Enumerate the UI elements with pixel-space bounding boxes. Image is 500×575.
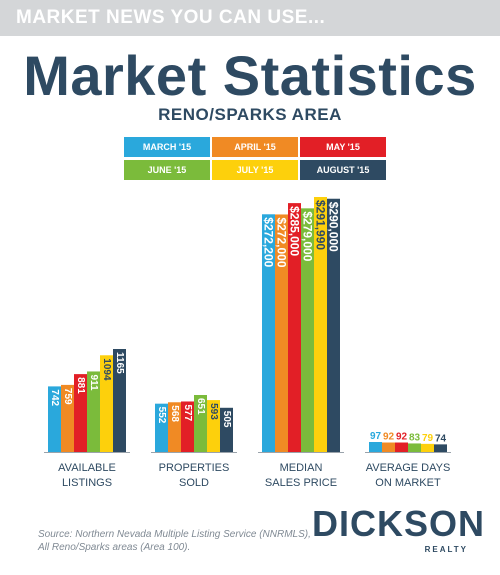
page-subtitle: RENO/SPARKS AREA	[158, 105, 342, 124]
bar-average-days-on-market-3	[408, 443, 421, 452]
bar-properties-sold-5	[220, 407, 233, 452]
banner-text: MARKET NEWS YOU CAN USE...	[16, 7, 326, 28]
realty-logo-subtext: REALTY	[424, 545, 468, 554]
value-label-properties-sold-4: 593	[208, 403, 219, 420]
bar-available-listings-5	[113, 349, 126, 452]
bar-median-sales-price-2	[288, 203, 301, 452]
value-label-median-sales-price-3: $279,000	[301, 211, 315, 261]
value-label-median-sales-price-0: $272,200	[262, 217, 276, 267]
bar-average-days-on-market-1	[382, 442, 395, 452]
value-label-properties-sold-1: 568	[169, 405, 180, 422]
source-note: Source: Northern Nevada Multiple Listing…	[38, 528, 311, 554]
value-label-properties-sold-0: 552	[156, 407, 167, 424]
bar-properties-sold-2	[181, 401, 194, 452]
page-title: Market Statistics	[23, 44, 477, 107]
bar-available-listings-0	[48, 386, 61, 452]
legend-item-june-15: JUNE '15	[124, 160, 210, 180]
bar-average-days-on-market-0	[369, 442, 382, 452]
banner-bar: MARKET NEWS YOU CAN USE...	[0, 0, 500, 36]
legend-item-july-15: JULY '15	[212, 160, 298, 180]
value-label-median-sales-price-5: $290,000	[327, 202, 341, 252]
dickson-logo: DICKSON	[312, 503, 486, 544]
bar-average-days-on-market-2	[395, 442, 408, 452]
bar-available-listings-2	[74, 374, 87, 452]
legend-item-august-15: AUGUST '15	[300, 160, 386, 180]
value-label-available-listings-1: 759	[62, 388, 73, 405]
category-label-median-sales-price-1: SALES PRICE	[265, 477, 337, 489]
category-label-average-days-on-market-1: ON MARKET	[375, 477, 441, 489]
value-label-available-listings-3: 911	[88, 374, 99, 391]
value-label-average-days-on-market-5: 74	[435, 433, 447, 444]
bar-median-sales-price-0	[262, 214, 275, 452]
legend-item-may-15: MAY '15	[300, 137, 386, 157]
legend-item-april-15: APRIL '15	[212, 137, 298, 157]
legend-item-march-15: MARCH '15	[124, 137, 210, 157]
value-label-median-sales-price-4: $291,990	[314, 200, 328, 250]
value-label-median-sales-price-2: $285,000	[288, 206, 302, 256]
category-label-properties-sold-1: SOLD	[179, 477, 209, 489]
bar-median-sales-price-4	[314, 197, 327, 452]
value-label-average-days-on-market-1: 92	[383, 432, 395, 443]
source-line-1: Source: Northern Nevada Multiple Listing…	[38, 529, 311, 540]
value-label-available-listings-2: 881	[75, 377, 86, 394]
value-label-available-listings-0: 742	[49, 389, 60, 406]
value-label-average-days-on-market-2: 92	[396, 432, 408, 443]
bar-properties-sold-4	[207, 400, 220, 452]
value-label-properties-sold-5: 505	[221, 411, 232, 428]
value-label-average-days-on-market-0: 97	[370, 431, 382, 442]
bar-median-sales-price-1	[275, 214, 288, 452]
bar-properties-sold-0	[155, 403, 168, 452]
bar-average-days-on-market-5	[434, 444, 447, 452]
value-label-average-days-on-market-4: 79	[422, 433, 434, 444]
value-label-available-listings-4: 1094	[101, 358, 112, 381]
value-label-properties-sold-3: 651	[195, 398, 206, 415]
value-label-median-sales-price-1: $272,000	[275, 217, 289, 267]
source-line-2: All Reno/Sparks areas (Area 100).	[38, 542, 191, 553]
bar-properties-sold-1	[168, 402, 181, 452]
value-label-average-days-on-market-3: 83	[409, 432, 421, 443]
value-label-properties-sold-2: 577	[182, 404, 193, 421]
bar-properties-sold-3	[194, 395, 207, 452]
bar-available-listings-1	[61, 384, 74, 452]
bar-average-days-on-market-4	[421, 443, 434, 452]
category-label-median-sales-price-0: MEDIAN	[280, 462, 323, 474]
bar-available-listings-4	[100, 355, 113, 452]
bar-median-sales-price-3	[301, 208, 314, 452]
bar-available-listings-3	[87, 371, 100, 452]
category-label-available-listings-0: AVAILABLE	[58, 462, 116, 474]
bar-median-sales-price-5	[327, 198, 340, 452]
category-label-available-listings-1: LISTINGS	[62, 477, 112, 489]
category-label-average-days-on-market-0: AVERAGE DAYS	[366, 462, 451, 474]
category-label-properties-sold-0: PROPERTIES	[159, 462, 230, 474]
value-label-available-listings-5: 1165	[114, 352, 125, 374]
